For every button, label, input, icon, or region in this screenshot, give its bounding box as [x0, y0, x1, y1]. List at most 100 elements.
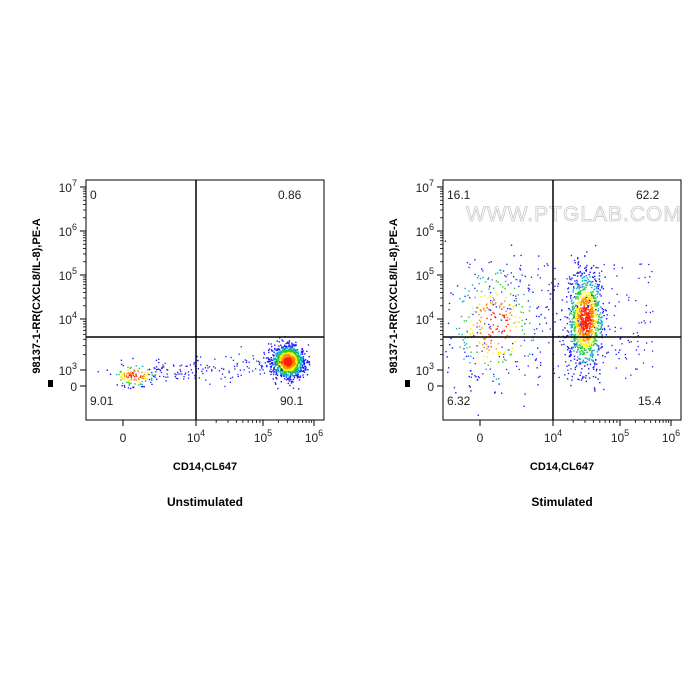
- data-point: [564, 316, 566, 318]
- data-point: [289, 364, 291, 366]
- data-point: [283, 378, 286, 380]
- data-point: [495, 348, 497, 350]
- data-point: [490, 318, 492, 321]
- data-point: [152, 374, 154, 377]
- data-point: [151, 377, 153, 379]
- data-point: [303, 359, 305, 362]
- data-point: [598, 318, 600, 321]
- data-point: [486, 303, 488, 305]
- data-point: [585, 286, 587, 288]
- data-point: [296, 364, 298, 367]
- data-point: [506, 263, 508, 265]
- data-point: [476, 379, 479, 381]
- y-tick-label: 103: [59, 361, 77, 378]
- data-point: [289, 384, 291, 387]
- data-point: [278, 361, 281, 363]
- data-point: [580, 289, 582, 292]
- data-point: [141, 386, 143, 388]
- y-tick-label: 0: [427, 380, 434, 394]
- data-point: [580, 300, 582, 303]
- data-point: [294, 370, 296, 372]
- data-point: [600, 330, 603, 333]
- data-point: [504, 280, 507, 283]
- data-point: [489, 368, 491, 370]
- data-point: [236, 362, 238, 365]
- data-point: [270, 363, 272, 365]
- data-point: [308, 361, 311, 363]
- data-point: [575, 282, 578, 284]
- data-point: [584, 328, 586, 330]
- data-point: [506, 334, 508, 337]
- data-point: [469, 334, 472, 336]
- data-point: [147, 372, 149, 374]
- data-point: [592, 367, 594, 369]
- data-point: [570, 283, 572, 285]
- data-point: [574, 339, 576, 341]
- data-point: [450, 337, 452, 340]
- data-point: [508, 304, 511, 306]
- data-point: [308, 355, 310, 358]
- data-point: [271, 359, 273, 361]
- data-point: [290, 348, 292, 350]
- data-point: [495, 306, 497, 308]
- data-point: [127, 368, 129, 371]
- data-point: [292, 362, 294, 365]
- data-point: [600, 320, 603, 322]
- data-point: [300, 367, 302, 370]
- data-point: [465, 343, 468, 345]
- data-point: [592, 341, 595, 343]
- data-point: [493, 299, 495, 301]
- data-point: [574, 329, 576, 331]
- data-point: [574, 337, 576, 340]
- data-point: [501, 291, 503, 293]
- data-point: [503, 315, 505, 317]
- data-point: [282, 360, 285, 363]
- data-point: [495, 292, 497, 294]
- data-point: [230, 356, 232, 359]
- data-point: [528, 290, 530, 292]
- data-point: [290, 381, 293, 383]
- data-point: [579, 292, 581, 294]
- data-point: [472, 307, 474, 309]
- data-point: [579, 340, 581, 343]
- data-point: [509, 312, 511, 314]
- data-point: [471, 284, 474, 286]
- data-point: [604, 329, 606, 331]
- data-point: [271, 350, 273, 352]
- data-point: [625, 358, 628, 360]
- data-point: [583, 334, 586, 336]
- data-point: [283, 355, 285, 357]
- data-point: [271, 362, 273, 365]
- data-point: [221, 367, 223, 370]
- data-point: [574, 321, 576, 324]
- data-point: [595, 266, 597, 269]
- data-point: [297, 355, 299, 357]
- x-tick-label: 104: [187, 428, 205, 445]
- data-point: [302, 356, 305, 358]
- data-point: [508, 318, 511, 320]
- data-point: [276, 370, 278, 372]
- data-point: [225, 355, 227, 358]
- data-point: [570, 359, 572, 362]
- data-point: [478, 377, 480, 379]
- data-point: [578, 266, 580, 269]
- data-point: [297, 352, 299, 355]
- data-point: [597, 304, 600, 306]
- data-point: [483, 342, 486, 344]
- data-point: [123, 378, 125, 381]
- data-point: [293, 361, 295, 363]
- data-point: [276, 352, 278, 354]
- data-point: [644, 276, 646, 279]
- data-point: [447, 371, 449, 373]
- data-point: [587, 323, 589, 325]
- data-point: [282, 368, 284, 370]
- data-point: [594, 364, 596, 366]
- data-point: [587, 327, 589, 329]
- data-point: [290, 346, 292, 348]
- data-point: [581, 368, 583, 370]
- data-point: [513, 287, 516, 290]
- data-point: [578, 344, 580, 346]
- data-point: [269, 370, 271, 372]
- data-point: [567, 282, 570, 284]
